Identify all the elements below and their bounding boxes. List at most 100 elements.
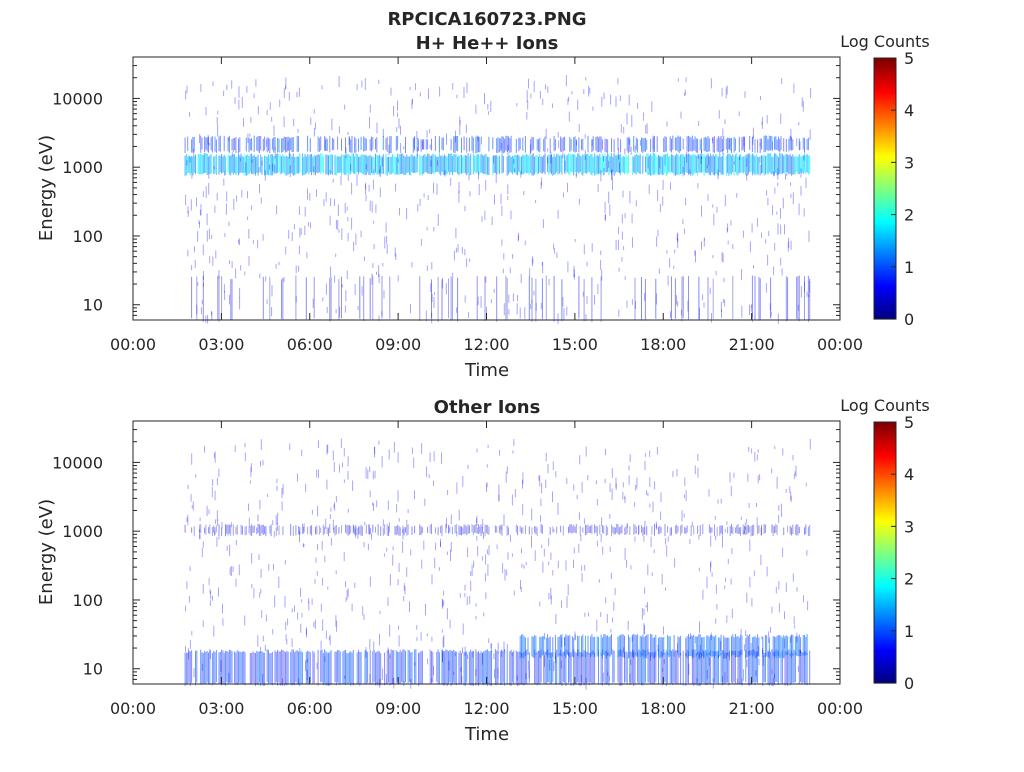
spectrogram-cell (764, 155, 766, 175)
spectrogram-cell (351, 603, 353, 612)
spectrogram-cell (685, 652, 687, 686)
spectrogram-cell (406, 154, 408, 174)
spectrogram-cell (316, 571, 318, 576)
spectrogram-cell (199, 134, 200, 143)
spectrogram-cell (548, 592, 550, 600)
spectrogram-cell (372, 275, 374, 320)
spectrogram-cell (567, 584, 569, 596)
spectrogram-cell (245, 137, 247, 152)
spectrogram-cell (693, 139, 695, 151)
colorbar-swatch (874, 626, 896, 630)
spectrogram-cell (764, 634, 766, 658)
spectrogram-cell (457, 156, 459, 174)
spectrogram-cell (573, 268, 575, 277)
spectrogram-cell (535, 278, 537, 322)
spectrogram-cell (381, 157, 383, 167)
spectrogram-cell (642, 137, 644, 154)
spectrogram-cell (700, 156, 702, 164)
spectrogram-cell (522, 479, 523, 489)
colorbar-swatch (874, 598, 896, 601)
spectrogram-cell (448, 525, 449, 534)
spectrogram-cell (276, 478, 278, 484)
spectrogram-cell (501, 136, 503, 153)
spectrogram-cell (466, 526, 468, 536)
spectrogram-cell (722, 535, 723, 548)
colorbar-swatch (874, 175, 896, 179)
spectrogram-cell (202, 271, 204, 280)
spectrogram-cell (775, 637, 777, 657)
spectrogram-cell (393, 105, 395, 117)
spectrogram-cell (787, 154, 789, 173)
spectrogram-cell (260, 136, 262, 151)
spectrogram-cell (685, 154, 687, 172)
spectrogram-cell (553, 243, 555, 250)
spectrogram-cell (347, 653, 349, 685)
spectrogram-cell (320, 640, 322, 650)
spectrogram-cell (722, 149, 724, 155)
spectrogram-cell (389, 653, 391, 686)
spectrogram-cell (395, 136, 397, 151)
spectrogram-cell (434, 527, 436, 534)
spectrogram-cell (550, 587, 552, 600)
spectrogram-cell (257, 514, 259, 522)
spectrogram-cell (411, 652, 413, 685)
spectrogram-cell (766, 135, 768, 150)
spectrogram-cell (600, 652, 602, 684)
colorbar-swatch (874, 563, 896, 567)
spectrogram-cell (226, 191, 228, 202)
spectrogram-cell (564, 637, 566, 647)
spectrogram-cell (520, 580, 521, 589)
spectrogram-cell (508, 294, 510, 303)
spectrogram-cell (487, 103, 489, 110)
spectrogram-cell (623, 647, 625, 653)
y-tick-label: 100 (72, 591, 103, 610)
spectrogram-cell (634, 536, 636, 542)
spectrogram-cell (620, 139, 622, 153)
colorbar-swatch (874, 498, 896, 501)
spectrogram-cell (214, 136, 216, 152)
colorbar-swatch (874, 543, 896, 547)
spectrogram-cell (472, 154, 474, 175)
spectrogram-cell (300, 228, 302, 235)
colorbar-swatch (874, 513, 896, 517)
spectrogram-cell (706, 669, 708, 680)
spectrogram-cell (291, 638, 293, 647)
spectrogram-cell (767, 652, 769, 657)
spectrogram-cell (484, 650, 486, 685)
spectrogram-cell (483, 155, 485, 175)
spectrogram-cell (590, 525, 592, 533)
spectrogram-cell (502, 563, 504, 574)
colorbar-swatch (874, 617, 896, 621)
colorbar-swatch (874, 628, 896, 632)
spectrogram-cell (324, 526, 326, 534)
spectrogram-cell (547, 157, 549, 164)
spectrogram-cell (379, 169, 381, 176)
spectrogram-cell (494, 194, 495, 205)
colorbar-swatch (874, 114, 896, 118)
colorbar-frame (873, 421, 897, 684)
spectrogram-cell (214, 205, 216, 213)
spectrogram-cell (334, 651, 336, 682)
spectrogram-cell (734, 651, 736, 684)
spectrogram-cell (463, 524, 465, 535)
spectrogram-cell (433, 297, 435, 308)
spectrogram-cell (365, 524, 367, 534)
spectrogram-cell (288, 230, 290, 239)
spectrogram-cell (682, 154, 684, 173)
spectrogram-cell (614, 155, 616, 174)
spectrogram-cell (294, 605, 295, 612)
spectrogram-cell (440, 155, 442, 176)
spectrogram-cell (777, 651, 779, 685)
spectrogram-cell (535, 154, 537, 173)
spectrogram-cell (431, 651, 432, 683)
spectrogram-cell (239, 158, 241, 162)
spectrogram-cell (626, 112, 628, 125)
spectrogram-cell (432, 651, 434, 683)
spectrogram-cell (446, 649, 448, 686)
spectrogram-cell (437, 214, 439, 226)
spectrogram-cell (714, 651, 715, 683)
spectrogram-cell (641, 652, 642, 686)
spectrogram-cell (481, 136, 482, 145)
spectrogram-cell (210, 591, 212, 600)
spectrogram-cell (548, 537, 550, 547)
